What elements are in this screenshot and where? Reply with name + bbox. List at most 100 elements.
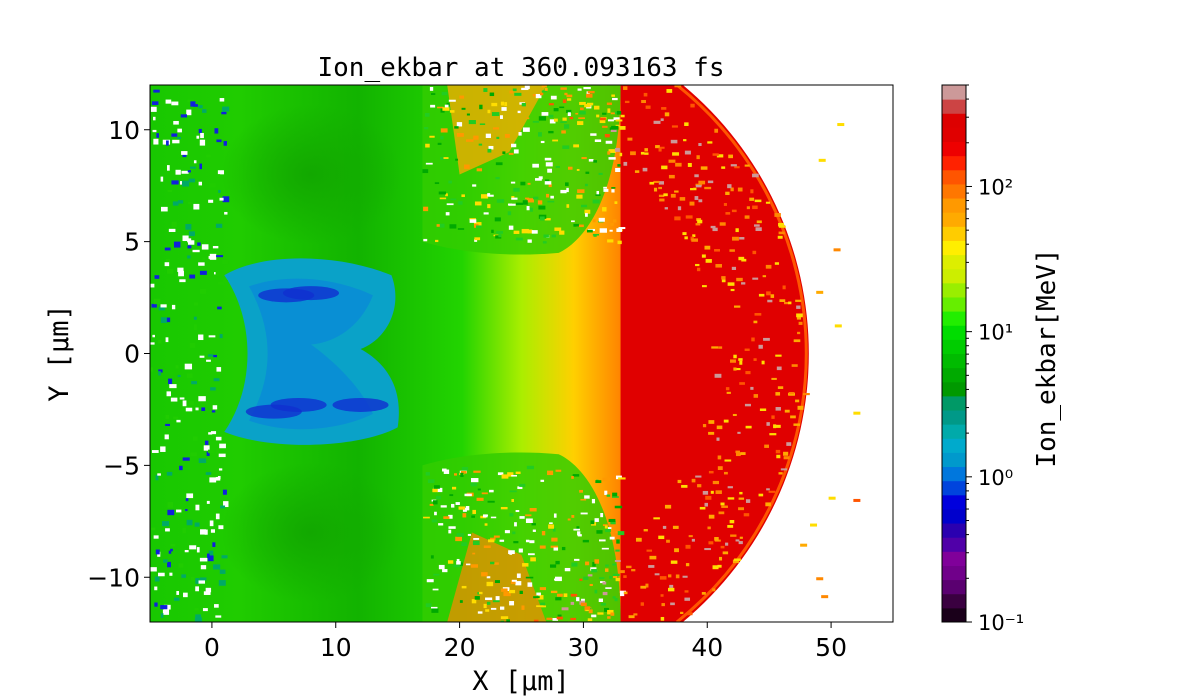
upper-flank [220, 104, 401, 245]
colorbar-band [942, 494, 966, 510]
speckle [571, 220, 575, 223]
speckle [492, 127, 499, 130]
speckle [511, 197, 518, 200]
speckle [162, 609, 170, 615]
colorbar-band [942, 339, 966, 354]
shell-fleck [654, 573, 660, 576]
speckle [562, 145, 570, 149]
shell-fleck [586, 93, 593, 98]
speckle [199, 270, 207, 275]
shell-fleck [776, 366, 782, 371]
speckle [445, 212, 450, 216]
speckle [466, 113, 470, 116]
speckle [501, 588, 508, 592]
shell-fleck [774, 424, 781, 428]
outer-fragment [821, 595, 829, 599]
speckle [614, 201, 618, 204]
speckle [567, 112, 571, 117]
speckle [612, 496, 619, 498]
speckle [589, 583, 593, 587]
speckle [219, 569, 226, 574]
colorbar-band [942, 353, 966, 369]
shell-fleck [750, 386, 754, 390]
x-tick-label: 20 [444, 633, 476, 662]
shell-fleck [759, 408, 767, 412]
x-axis-label: X [μm] [472, 666, 570, 697]
shell-fleck [646, 549, 653, 552]
shell-fleck [580, 602, 587, 607]
shell-fleck [649, 638, 652, 640]
shell-fleck [695, 263, 700, 267]
speckle [222, 259, 229, 265]
speckle [609, 536, 615, 540]
speckle [612, 492, 618, 497]
shell-fleck [724, 459, 732, 462]
speckle [461, 107, 466, 110]
shell-fleck [614, 147, 620, 152]
speckle [198, 128, 202, 134]
colorbar-band [942, 99, 966, 114]
shell-fleck [737, 431, 741, 434]
shell-fleck [610, 129, 617, 133]
speckle [199, 163, 203, 170]
shell-fleck [721, 505, 728, 508]
speckle [490, 561, 495, 565]
colorbar-band [942, 282, 966, 298]
shell-fleck [723, 419, 729, 423]
speckle [580, 512, 588, 515]
shell-fleck [737, 187, 743, 192]
shell-fleck [714, 373, 722, 378]
shell-fleck [704, 186, 712, 190]
shell-fleck [692, 234, 696, 237]
colorbar-tick-label: 10⁰ [978, 466, 1013, 490]
speckle [513, 541, 519, 544]
shell-fleck [718, 511, 725, 515]
shell-fleck [611, 94, 615, 97]
speckle [181, 151, 188, 155]
shell-fleck [723, 203, 727, 206]
speckle [424, 126, 429, 130]
speckle [515, 509, 520, 513]
speckle [168, 228, 176, 232]
speckle [182, 400, 187, 407]
colorbar-band [942, 395, 966, 411]
speckle [487, 148, 492, 153]
speckle [166, 140, 169, 146]
shell-fleck [791, 364, 798, 367]
speckle [429, 135, 435, 138]
speckle [591, 569, 598, 573]
shell-fleck [708, 541, 714, 545]
shell-fleck [660, 616, 665, 621]
speckle [567, 166, 573, 170]
outer-fragment [816, 577, 824, 581]
speckle [577, 534, 582, 537]
speckle [594, 139, 602, 142]
shell-fleck [755, 227, 762, 232]
shell-fleck [661, 165, 668, 170]
shell-fleck [796, 316, 801, 320]
shell-fleck [767, 299, 773, 303]
speckle [425, 603, 432, 608]
speckle [598, 172, 603, 175]
speckle [425, 472, 430, 476]
speckle [207, 553, 210, 558]
shell-fleck [795, 299, 802, 302]
shell-fleck [628, 615, 635, 619]
speckle [193, 205, 198, 208]
shell-fleck [715, 490, 722, 494]
speckle [543, 234, 549, 238]
speckle [498, 234, 502, 238]
speckle [204, 529, 208, 535]
speckle [150, 283, 155, 288]
speckle [216, 139, 222, 143]
speckle [165, 414, 169, 419]
speckle [476, 497, 484, 501]
shell-fleck [721, 166, 726, 169]
speckle [612, 563, 617, 566]
shell-fleck [599, 117, 606, 121]
speckle [209, 520, 214, 527]
colorbar-band [942, 367, 966, 383]
speckle [487, 109, 491, 114]
speckle [612, 596, 616, 599]
shell-fleck [793, 339, 801, 343]
